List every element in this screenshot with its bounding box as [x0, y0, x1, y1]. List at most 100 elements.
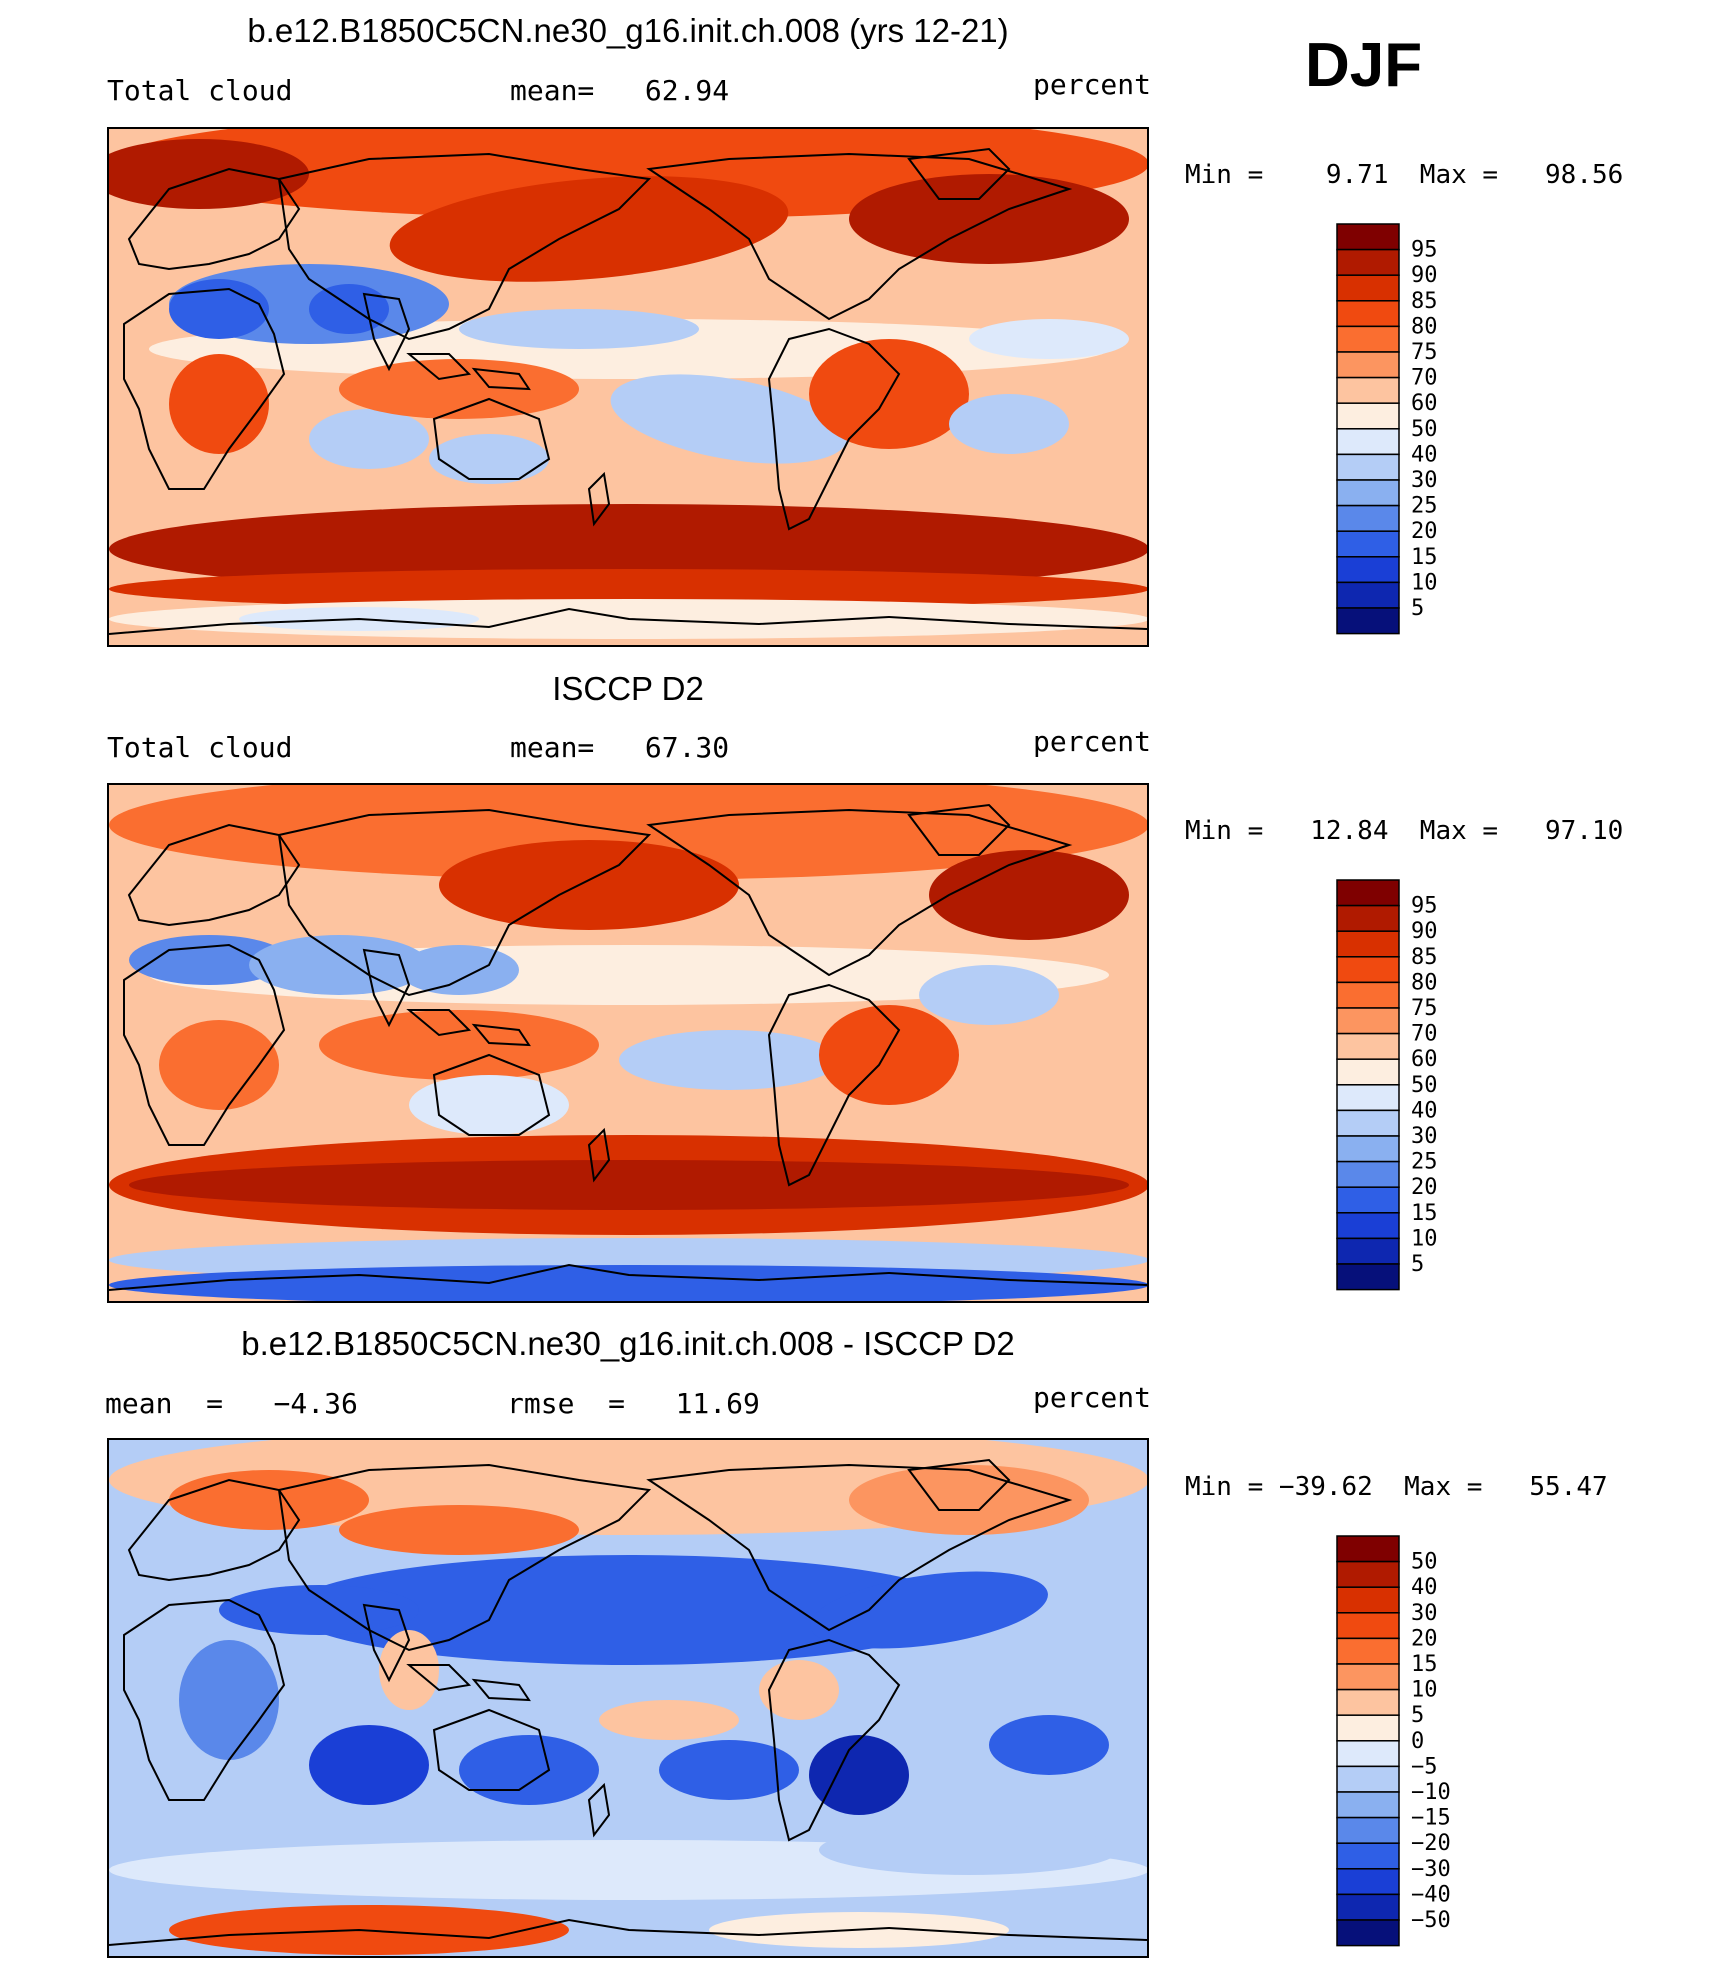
colorbar-swatch: [1336, 1868, 1400, 1896]
field-region: [969, 319, 1129, 359]
colorbar-tick-label: 70: [1411, 1022, 1438, 1047]
colorbar-tick-label: 60: [1411, 391, 1438, 416]
panel-1-mean-label: mean= 62.94: [510, 74, 730, 107]
colorbar-tick-label: 80: [1411, 314, 1438, 339]
coastline: [127, 1478, 301, 1582]
colorbar-swatch: [1336, 1714, 1400, 1742]
colorbar-tick-label: 95: [1411, 238, 1438, 263]
colorbar-tick-label: 50: [1411, 1073, 1438, 1098]
field-region: [429, 434, 549, 484]
field-region: [849, 1465, 1089, 1535]
colorbar-swatch: [1336, 1084, 1400, 1112]
coastline: [646, 808, 1073, 977]
panel-2-minmax: Min = 12.84 Max = 97.10: [1185, 816, 1624, 846]
coastline: [109, 607, 1147, 635]
colorbar-tick-label: 10: [1411, 1678, 1438, 1703]
panel-3-minmax: Min = −39.62 Max = 55.47: [1185, 1472, 1608, 1502]
field-region: [129, 1160, 1129, 1210]
coastline: [767, 327, 901, 531]
colorbar-tick-label: 40: [1411, 442, 1438, 467]
coastline: [127, 167, 301, 271]
colorbar-swatch: [1336, 607, 1400, 635]
colorbar-tick-label: −15: [1411, 1806, 1451, 1831]
coastline: [362, 1603, 411, 1683]
coastline: [471, 1678, 531, 1702]
colorbar-tick-label: 15: [1411, 1652, 1438, 1677]
colorbar-swatch: [1336, 351, 1400, 379]
colorbar-tick-label: 25: [1411, 494, 1438, 519]
coastline: [109, 1263, 1147, 1291]
colorbar-tick-label: 5: [1411, 1703, 1424, 1728]
coastline: [432, 1708, 551, 1791]
coastline: [277, 152, 652, 341]
coastline: [587, 471, 611, 527]
colorbar-swatch: [1336, 1058, 1400, 1086]
field-region: [439, 840, 739, 930]
field-region: [619, 1030, 839, 1090]
colorbar-tick-label: −5: [1411, 1754, 1438, 1779]
colorbar-tick-label: −50: [1411, 1908, 1451, 1933]
field-region: [809, 1735, 909, 1815]
coastline: [123, 287, 286, 490]
colorbar-swatch: [1336, 956, 1400, 984]
coastline: [277, 808, 652, 997]
colorbar-swatch: [1336, 428, 1400, 456]
colorbar-swatch: [1336, 325, 1400, 353]
colorbar-swatch: [1336, 930, 1400, 958]
colorbar-swatch: [1336, 453, 1400, 481]
colorbar-tick-label: 15: [1411, 545, 1438, 570]
panel-3-mean-label: mean = −4.36: [105, 1387, 358, 1420]
coastline: [907, 1458, 1011, 1511]
colorbar-tick-label: 40: [1411, 1575, 1438, 1600]
colorbar-swatch: [1336, 1842, 1400, 1870]
colorbar-swatch: [1336, 1263, 1400, 1291]
colorbar-swatch: [1336, 274, 1400, 302]
colorbar-tick-label: 90: [1411, 919, 1438, 944]
field-region: [819, 1005, 959, 1105]
field-region: [819, 1825, 1119, 1875]
colorbar-tick-label: 60: [1411, 1047, 1438, 1072]
field-region: [949, 394, 1069, 454]
colorbar-tick-label: −40: [1411, 1882, 1451, 1907]
colorbar-tick-label: 30: [1411, 468, 1438, 493]
coastline: [362, 948, 411, 1028]
colorbar-tick-label: 5: [1411, 596, 1424, 621]
field-region: [389, 176, 789, 282]
panel-1-title: b.e12.B1850C5CN.ne30_g16.init.ch.008 (yr…: [247, 12, 1009, 49]
colorbar-swatch: [1336, 1007, 1400, 1035]
field-region: [459, 1735, 599, 1805]
coastline: [406, 1664, 472, 1692]
colorbar-swatch: [1336, 1560, 1400, 1588]
field-region: [599, 1700, 739, 1740]
panel-2-title: ISCCP D2: [552, 670, 704, 707]
colorbar-tick-label: 90: [1411, 263, 1438, 288]
colorbar-swatch: [1336, 1688, 1400, 1716]
coastline: [767, 983, 901, 1187]
colorbar-swatch: [1336, 1586, 1400, 1614]
colorbar-tick-label: 75: [1411, 996, 1438, 1021]
field-region: [399, 945, 519, 995]
field-region: [659, 1740, 799, 1800]
field-region: [109, 504, 1147, 594]
field-region: [129, 935, 289, 985]
colorbar-tick-label: −10: [1411, 1780, 1451, 1805]
colorbar-tick-label: 25: [1411, 1150, 1438, 1175]
coastline: [767, 1638, 901, 1842]
colorbar-swatch: [1336, 376, 1400, 404]
coastline: [471, 367, 531, 391]
coastline: [907, 147, 1011, 200]
field-region: [219, 1585, 419, 1635]
coastline: [587, 1782, 611, 1838]
panel-1-minmax: Min = 9.71 Max = 98.56: [1185, 160, 1624, 190]
colorbar-swatch: [1336, 1740, 1400, 1768]
panel-3-title: b.e12.B1850C5CN.ne30_g16.init.ch.008 - I…: [241, 1325, 1015, 1362]
field-region: [179, 1640, 279, 1760]
colorbar-tick-label: 15: [1411, 1201, 1438, 1226]
colorbar-swatch: [1336, 1663, 1400, 1691]
colorbar-swatch: [1336, 1791, 1400, 1819]
colorbar-tick-label: 50: [1411, 417, 1438, 442]
colorbar-swatch: [1336, 1765, 1400, 1793]
colorbar-swatch: [1336, 1109, 1400, 1137]
